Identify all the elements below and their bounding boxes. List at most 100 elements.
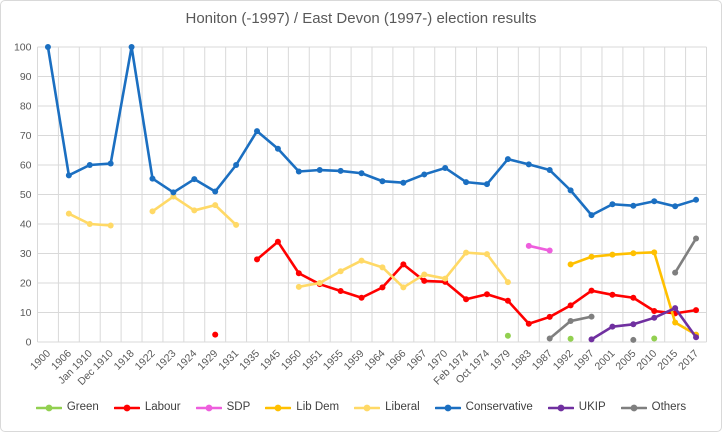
data-point-sdp <box>525 242 532 249</box>
y-axis-label: 80 <box>20 101 32 113</box>
legend-label: Lib Dem <box>296 401 340 413</box>
data-point-labour <box>358 294 365 301</box>
data-point-conservative <box>421 171 428 178</box>
data-point-conservative <box>651 198 658 205</box>
x-axis-label: 1979 <box>488 348 513 373</box>
data-point-green <box>651 335 658 342</box>
data-point-liberal <box>191 207 198 214</box>
legend-item-sdp[interactable]: SDP <box>195 401 250 414</box>
data-point-conservative <box>128 44 135 50</box>
data-point-lib-dem <box>651 249 658 256</box>
data-point-liberal <box>149 208 156 215</box>
data-point-green <box>504 332 511 339</box>
data-point-labour <box>693 307 700 314</box>
data-point-labour <box>504 297 511 304</box>
data-point-conservative <box>693 196 700 203</box>
data-point-sdp <box>546 247 553 254</box>
y-axis-label: 40 <box>20 219 32 231</box>
data-point-liberal <box>233 221 240 228</box>
series-line-others <box>673 237 698 274</box>
legend-item-ukip[interactable]: UKIP <box>547 401 606 414</box>
data-point-liberal <box>442 275 449 282</box>
data-point-labour <box>379 284 386 291</box>
data-point-labour <box>295 270 302 277</box>
series-line-sdp <box>527 244 552 252</box>
x-axis-label: 1987 <box>530 348 555 373</box>
data-point-conservative <box>65 172 72 179</box>
data-point-conservative <box>233 162 240 168</box>
data-point-liberal <box>504 279 511 286</box>
data-point-conservative <box>504 156 511 163</box>
data-point-liberal <box>358 257 365 264</box>
data-point-liberal <box>107 222 114 229</box>
data-point-conservative <box>44 44 51 50</box>
data-point-conservative <box>316 167 323 174</box>
data-point-liberal <box>463 249 470 256</box>
legend-marker-liberal-icon <box>354 404 381 412</box>
legend-item-lib-dem[interactable]: Lib Dem <box>265 401 340 414</box>
legend-item-conservative[interactable]: Conservative <box>434 401 533 414</box>
y-axis-label: 90 <box>20 71 32 83</box>
data-point-labour <box>212 331 219 338</box>
data-point-others <box>693 235 700 242</box>
data-point-lib-dem <box>609 251 616 258</box>
legend-label: Others <box>651 401 687 413</box>
legend-marker-labour-icon <box>113 404 140 412</box>
legend-marker-lib-dem-icon <box>265 404 292 412</box>
x-axis-label: 2015 <box>655 348 680 373</box>
data-point-labour <box>254 256 261 263</box>
legend-item-others[interactable]: Others <box>620 401 687 414</box>
y-axis-label: 20 <box>20 278 32 290</box>
chart-title: Honiton (-1997) / East Devon (1997-) ele… <box>185 10 537 27</box>
legend-item-liberal[interactable]: Liberal <box>354 401 420 414</box>
series-ukip <box>588 305 700 343</box>
chart-legend: Green Labour SDP Lib Dem Liberal Conservative… <box>1 401 721 414</box>
data-point-labour <box>609 291 616 298</box>
data-point-conservative <box>672 203 679 210</box>
y-axis-label: 0 <box>26 337 32 349</box>
legend-marker-others-icon <box>620 404 647 412</box>
data-point-liberal <box>86 221 93 227</box>
data-point-labour <box>337 287 344 294</box>
data-point-conservative <box>212 188 219 195</box>
data-point-conservative <box>295 168 302 175</box>
x-axis-label: 1931 <box>216 348 241 373</box>
x-axis-label: 1929 <box>195 348 220 373</box>
data-point-labour <box>567 302 574 309</box>
data-point-others <box>567 318 574 325</box>
data-point-conservative <box>254 128 261 135</box>
legend-item-labour[interactable]: Labour <box>113 401 181 414</box>
legend-label: Conservative <box>465 401 533 413</box>
data-point-conservative <box>567 187 574 194</box>
data-point-lib-dem <box>588 253 595 260</box>
series-line-labour <box>255 240 698 326</box>
x-axis-label: 1964 <box>363 348 388 373</box>
legend-marker-sdp-icon <box>195 404 222 412</box>
x-axis-label: 1922 <box>133 348 158 373</box>
data-point-others <box>630 336 637 343</box>
data-point-labour <box>630 294 637 301</box>
y-axis-label: 70 <box>20 130 32 142</box>
data-point-conservative <box>274 145 281 152</box>
x-axis-label: 2010 <box>634 348 659 373</box>
legend-marker-conservative-icon <box>434 404 461 412</box>
x-axis-label: 1997 <box>572 348 597 373</box>
series-green <box>504 332 658 342</box>
data-point-conservative <box>463 179 470 186</box>
data-point-liberal <box>170 193 177 200</box>
x-axis-label: 1966 <box>383 348 408 373</box>
series-liberal <box>65 193 511 291</box>
data-point-conservative <box>358 170 365 177</box>
legend-item-green[interactable]: Green <box>35 401 99 414</box>
data-point-conservative <box>442 164 449 171</box>
data-point-labour <box>483 291 490 298</box>
data-point-conservative <box>170 189 177 196</box>
data-point-conservative <box>525 161 532 168</box>
series-line-conservative <box>46 45 698 217</box>
y-axis-label: 30 <box>20 248 32 260</box>
data-point-conservative <box>400 179 407 186</box>
data-point-labour <box>546 313 553 320</box>
x-axis-label: 1923 <box>154 348 179 373</box>
x-axis-label: 1924 <box>174 348 199 373</box>
